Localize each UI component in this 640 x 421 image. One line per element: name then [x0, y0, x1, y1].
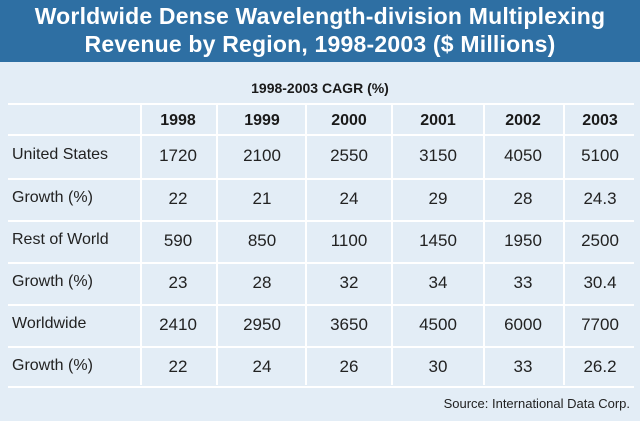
- table-panel: [0, 62, 640, 421]
- table-cell: 3150: [419, 146, 457, 165]
- table-cell: 33: [513, 273, 533, 292]
- year-header: 2002: [505, 112, 541, 129]
- table-cell: 24: [252, 357, 272, 376]
- divider-line: [8, 134, 634, 136]
- divider-line: [8, 178, 634, 180]
- table-cell: 2950: [243, 315, 281, 334]
- divider-line: [8, 262, 634, 264]
- row-label: United States: [12, 146, 109, 163]
- divider-line: [8, 346, 634, 348]
- row-label: Growth (%): [12, 357, 93, 374]
- row-label: Growth (%): [12, 189, 93, 206]
- table-cell: 28: [252, 273, 272, 292]
- divider-line: [140, 105, 142, 385]
- table-cell: 2550: [330, 146, 368, 165]
- title-band: Worldwide Dense Wavelength-division Mult…: [0, 0, 640, 62]
- year-header: 2001: [420, 112, 456, 129]
- title-line-1: Worldwide Dense Wavelength-division Mult…: [34, 3, 606, 29]
- row-label: Worldwide: [12, 315, 87, 332]
- year-header: 2000: [331, 112, 367, 129]
- table-cell: 26: [339, 357, 359, 376]
- divider-line: [216, 105, 218, 385]
- table-cell: 4500: [419, 315, 457, 334]
- title-line-2: Revenue by Region, 1998-2003 ($ Millions…: [84, 31, 556, 57]
- table-cell: 1720: [159, 146, 197, 165]
- table-cell: 26.2: [583, 357, 617, 376]
- year-header: 1998: [160, 112, 196, 129]
- year-header: 1999: [244, 112, 280, 129]
- table-cell: 33: [513, 357, 533, 376]
- table-subtitle: 1998-2003 CAGR (%): [251, 80, 389, 96]
- table-cell: 4050: [504, 146, 542, 165]
- divider-line: [8, 386, 634, 388]
- row-label: Growth (%): [12, 273, 93, 290]
- divider-line: [391, 105, 393, 385]
- table-cell: 29: [428, 189, 448, 208]
- table-cell: 2100: [243, 146, 281, 165]
- divider-line: [305, 105, 307, 385]
- table-cell: 32: [339, 273, 359, 292]
- divider-line: [563, 105, 565, 385]
- source-note: Source: International Data Corp.: [443, 396, 630, 411]
- table-cell: 24.3: [583, 189, 617, 208]
- table-cell: 34: [428, 273, 448, 292]
- divider-line: [8, 220, 634, 222]
- table-cell: 2410: [159, 315, 197, 334]
- table-cell: 30: [428, 357, 448, 376]
- table-cell: 22: [168, 189, 188, 208]
- table-cell: 22: [168, 357, 188, 376]
- divider-line: [8, 103, 634, 105]
- table-cell: 5100: [581, 146, 619, 165]
- table-cell: 24: [339, 189, 359, 208]
- divider-line: [483, 105, 485, 385]
- table-cell: 590: [163, 231, 193, 250]
- table-cell: 6000: [504, 315, 542, 334]
- table-cell: 2500: [581, 231, 619, 250]
- table-cell: 28: [513, 189, 533, 208]
- table-cell: 3650: [330, 315, 368, 334]
- table-cell: 23: [168, 273, 188, 292]
- table-cell: 7700: [581, 315, 619, 334]
- table-cell: 21: [252, 189, 272, 208]
- row-label: Rest of World: [12, 231, 109, 248]
- table-cell: 1100: [330, 231, 368, 250]
- divider-line: [8, 304, 634, 306]
- year-header: 2003: [582, 112, 618, 129]
- table-cell: 30.4: [583, 273, 617, 292]
- table-cell: 1450: [419, 231, 457, 250]
- table-cell: 1950: [504, 231, 542, 250]
- table-cell: 850: [247, 231, 277, 250]
